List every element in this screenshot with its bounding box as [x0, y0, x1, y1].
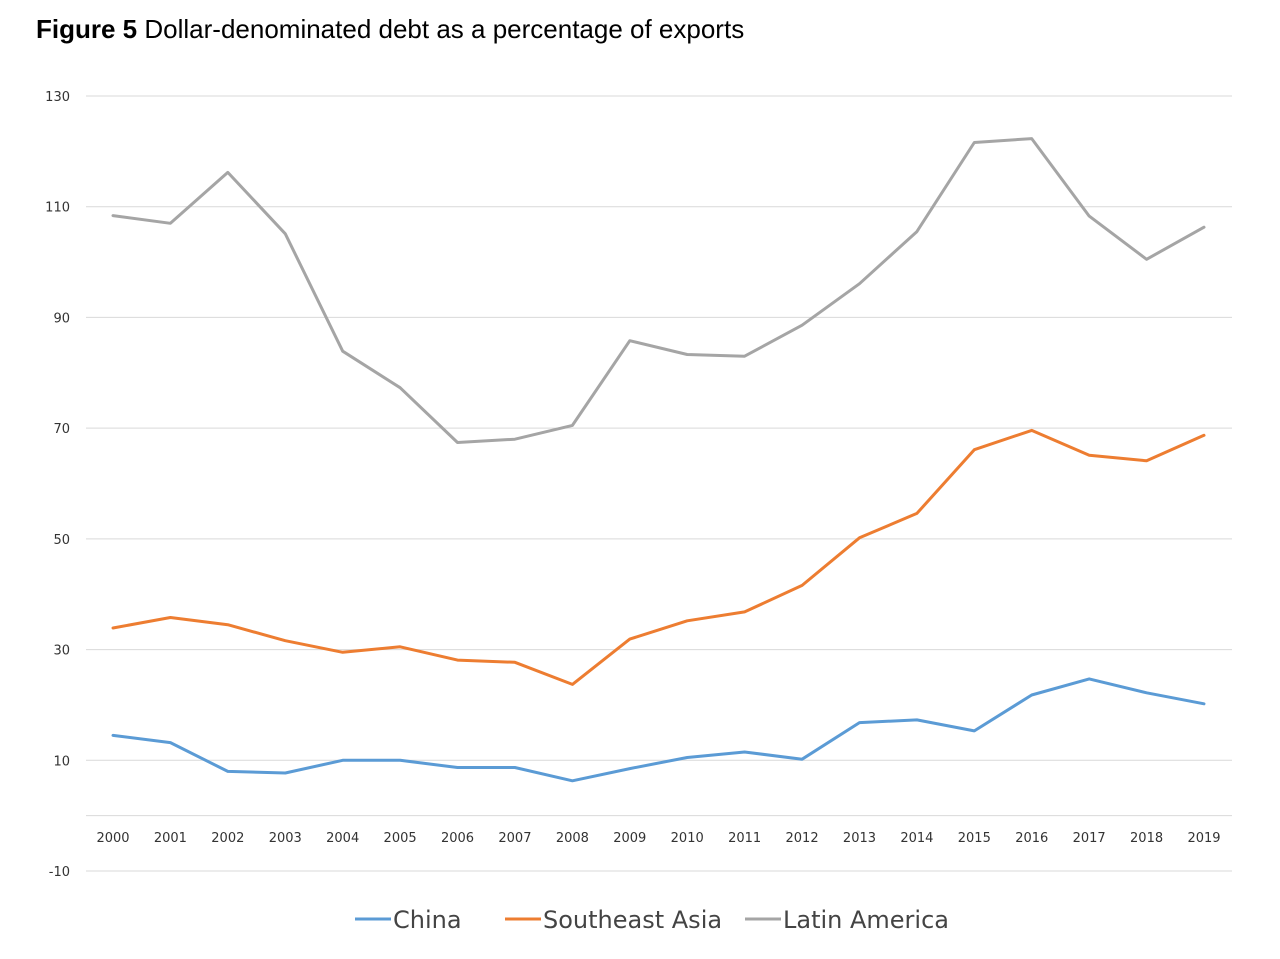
figure-label: Figure 5 — [36, 14, 138, 44]
x-tick-label: 2016 — [1015, 831, 1048, 846]
x-tick-label: 2001 — [154, 831, 187, 846]
y-tick-label: 50 — [53, 533, 70, 548]
x-tick-label: 2012 — [786, 831, 819, 846]
x-tick-label: 2011 — [728, 831, 761, 846]
y-tick-label: 130 — [45, 90, 70, 105]
x-tick-label: 2008 — [556, 831, 589, 846]
legend-label-latin-america: Latin America — [783, 906, 949, 934]
x-tick-label: 2007 — [498, 831, 531, 846]
series-line-china — [111, 677, 1206, 783]
x-tick-label: 2009 — [613, 831, 646, 846]
y-tick-label: -10 — [49, 865, 70, 880]
x-tick-label: 2003 — [269, 831, 302, 846]
x-tick-label: 2000 — [96, 831, 129, 846]
x-tick-label: 2015 — [958, 831, 991, 846]
x-tick-label: 2017 — [1073, 831, 1106, 846]
x-tick-label: 2013 — [843, 831, 876, 846]
x-tick-label: 2004 — [326, 831, 359, 846]
series-line-southeast-asia — [111, 428, 1206, 686]
y-tick-label: 90 — [53, 311, 70, 326]
x-tick-label: 2005 — [384, 831, 417, 846]
x-tick-label: 2010 — [671, 831, 704, 846]
x-tick-label: 2014 — [900, 831, 933, 846]
title-text: Dollar-denominated debt as a percentage … — [144, 14, 745, 44]
y-tick-label: 110 — [45, 201, 70, 216]
y-tick-label: 10 — [53, 754, 70, 769]
x-tick-label: 2019 — [1187, 831, 1220, 846]
x-tick-label: 2006 — [441, 831, 474, 846]
chart-title: Figure 5 Dollar-denominated debt as a pe… — [36, 14, 744, 45]
x-tick-label: 2002 — [211, 831, 244, 846]
y-tick-label: 70 — [53, 422, 70, 437]
gridlines — [86, 95, 1232, 872]
series-line-latin-america — [111, 137, 1206, 444]
legend-label-china: China — [393, 906, 462, 934]
y-tick-label: 30 — [53, 644, 70, 659]
x-tick-label: 2018 — [1130, 831, 1163, 846]
legend-label-southeast-asia: Southeast Asia — [543, 906, 722, 934]
